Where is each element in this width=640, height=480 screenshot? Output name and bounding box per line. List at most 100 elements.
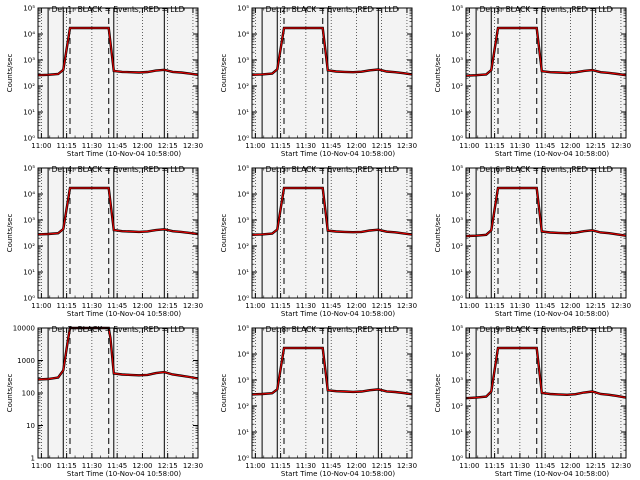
y-axis-label: Counts/sec <box>6 214 14 253</box>
x-tick-label: 12:15 <box>158 302 178 310</box>
y-tick-label: 10³ <box>23 217 35 225</box>
axes-frame <box>37 7 199 139</box>
y-tick-label: 1 <box>31 455 35 463</box>
x-tick-label: 12:30 <box>183 302 203 310</box>
y-tick-label: 10³ <box>451 377 463 385</box>
x-tick-label: 11:15 <box>57 142 77 150</box>
y-tick-label: 10³ <box>237 217 249 225</box>
y-tick-label: 10³ <box>451 57 463 65</box>
y-tick-label: 10² <box>237 83 249 91</box>
y-tick-label: 10² <box>237 403 249 411</box>
plot-area <box>38 8 198 138</box>
y-tick-label: 10² <box>451 243 463 251</box>
x-tick-label: 12:15 <box>586 462 606 470</box>
panel-title: Det 5r BLACK = Events, RED = LLD <box>266 165 399 174</box>
x-tick-label: 12:00 <box>132 302 152 310</box>
y-tick-label: 10³ <box>237 57 249 65</box>
y-tick-label: 10³ <box>451 217 463 225</box>
x-tick-label: 11:30 <box>510 142 530 150</box>
x-tick-label: 12:30 <box>183 142 203 150</box>
x-tick-label: 12:15 <box>372 302 392 310</box>
x-tick-label: 12:30 <box>397 462 417 470</box>
axes-frame <box>465 7 627 139</box>
lld-series-line <box>251 187 413 236</box>
panel-9: 10⁰ 10¹ 10² 10³ 10⁴ 10⁵ 11:00 11:15 11:30 11:45 12… <box>434 325 631 479</box>
lld-series-line <box>465 187 627 237</box>
x-axis-label: Start Time (10-Nov-04 10:58:00) <box>495 470 609 478</box>
y-axis-label: Counts/sec <box>434 54 442 93</box>
y-tick-label: 10⁰ <box>237 135 249 143</box>
x-tick-label: 12:00 <box>346 462 366 470</box>
y-tick-label: 10⁵ <box>451 165 463 173</box>
y-tick-label: 10³ <box>23 57 35 65</box>
x-tick-label: 11:30 <box>82 462 102 470</box>
y-axis-label: Counts/sec <box>6 54 14 93</box>
x-tick-label: 11:30 <box>296 462 316 470</box>
axes-frame <box>251 7 413 139</box>
panel-1: 10⁰ 10¹ 10² 10³ 10⁴ 10⁵ 11:00 11:15 11:30 11:45 12… <box>6 5 203 159</box>
axes-frame <box>37 167 199 299</box>
x-axis-label: Start Time (10-Nov-04 10:58:00) <box>495 310 609 318</box>
x-tick-label: 12:30 <box>611 142 631 150</box>
x-tick-label: 11:00 <box>459 462 479 470</box>
x-tick-label: 12:30 <box>397 302 417 310</box>
axes-frame <box>251 327 413 459</box>
panel-8: 10⁰ 10¹ 10² 10³ 10⁴ 10⁵ 11:00 11:15 11:30 11:45 12… <box>220 325 417 479</box>
axes-frame <box>465 167 627 299</box>
y-tick-label: 10¹ <box>451 429 463 437</box>
y-tick-label: 10⁰ <box>451 295 463 303</box>
y-tick-label: 10¹ <box>23 269 35 277</box>
x-tick-label: 11:00 <box>459 142 479 150</box>
lld-series-line <box>37 327 199 381</box>
y-tick-label: 10⁰ <box>237 455 249 463</box>
y-tick-label: 10⁴ <box>451 31 463 39</box>
y-tick-label: 100 <box>22 390 35 398</box>
lld-series-line <box>37 27 199 76</box>
y-tick-label: 10⁰ <box>23 135 35 143</box>
plot-area <box>252 328 412 458</box>
x-tick-label: 11:30 <box>82 302 102 310</box>
panel-title: Det 3r BLACK = Events, RED = LLD <box>480 5 613 14</box>
panel-7: 1 10 100 1000 10000 11:00 11:15 11:30 11:45 12:00… <box>6 325 203 479</box>
y-tick-label: 10⁰ <box>23 295 35 303</box>
axes-frame <box>251 167 413 299</box>
x-tick-label: 11:00 <box>245 142 265 150</box>
x-tick-label: 12:00 <box>132 462 152 470</box>
y-tick-label: 10⁴ <box>451 191 463 199</box>
y-tick-label: 1000 <box>17 357 35 365</box>
y-axis-label: Counts/sec <box>434 374 442 413</box>
y-tick-label: 10⁰ <box>451 455 463 463</box>
lld-series-line <box>465 27 627 77</box>
x-tick-label: 12:15 <box>158 142 178 150</box>
x-tick-label: 11:30 <box>82 142 102 150</box>
x-tick-label: 11:15 <box>485 302 505 310</box>
plot-area <box>252 8 412 138</box>
y-tick-label: 10⁴ <box>23 31 35 39</box>
panel-title: Det 7r BLACK = Events, RED = LLD <box>52 325 185 334</box>
x-tick-label: 12:15 <box>372 462 392 470</box>
lld-series-line <box>251 347 413 395</box>
y-tick-label: 10⁰ <box>451 135 463 143</box>
y-tick-label: 10000 <box>13 325 35 333</box>
panel-5: 10⁰ 10¹ 10² 10³ 10⁴ 10⁵ 11:00 11:15 11:30 11:45 12… <box>220 165 417 319</box>
y-tick-label: 10¹ <box>23 109 35 117</box>
y-tick-label: 10⁵ <box>23 5 35 13</box>
x-tick-label: 12:30 <box>611 462 631 470</box>
x-tick-label: 11:00 <box>245 462 265 470</box>
x-tick-label: 11:45 <box>107 462 127 470</box>
y-tick-label: 10⁵ <box>237 165 249 173</box>
y-tick-label: 10⁴ <box>23 191 35 199</box>
y-tick-label: 10¹ <box>237 269 249 277</box>
y-tick-label: 10² <box>23 243 35 251</box>
x-tick-label: 11:00 <box>31 142 51 150</box>
x-tick-label: 11:15 <box>271 302 291 310</box>
panel-title: Det 6r BLACK = Events, RED = LLD <box>480 165 613 174</box>
y-axis-label: Counts/sec <box>220 374 228 413</box>
x-tick-label: 11:30 <box>510 462 530 470</box>
x-tick-label: 11:15 <box>485 462 505 470</box>
x-tick-label: 11:15 <box>57 302 77 310</box>
x-tick-label: 12:15 <box>372 142 392 150</box>
panel-title: Det 2r BLACK = Events, RED = LLD <box>266 5 399 14</box>
plot-area <box>38 168 198 298</box>
axes-frame <box>465 327 627 459</box>
